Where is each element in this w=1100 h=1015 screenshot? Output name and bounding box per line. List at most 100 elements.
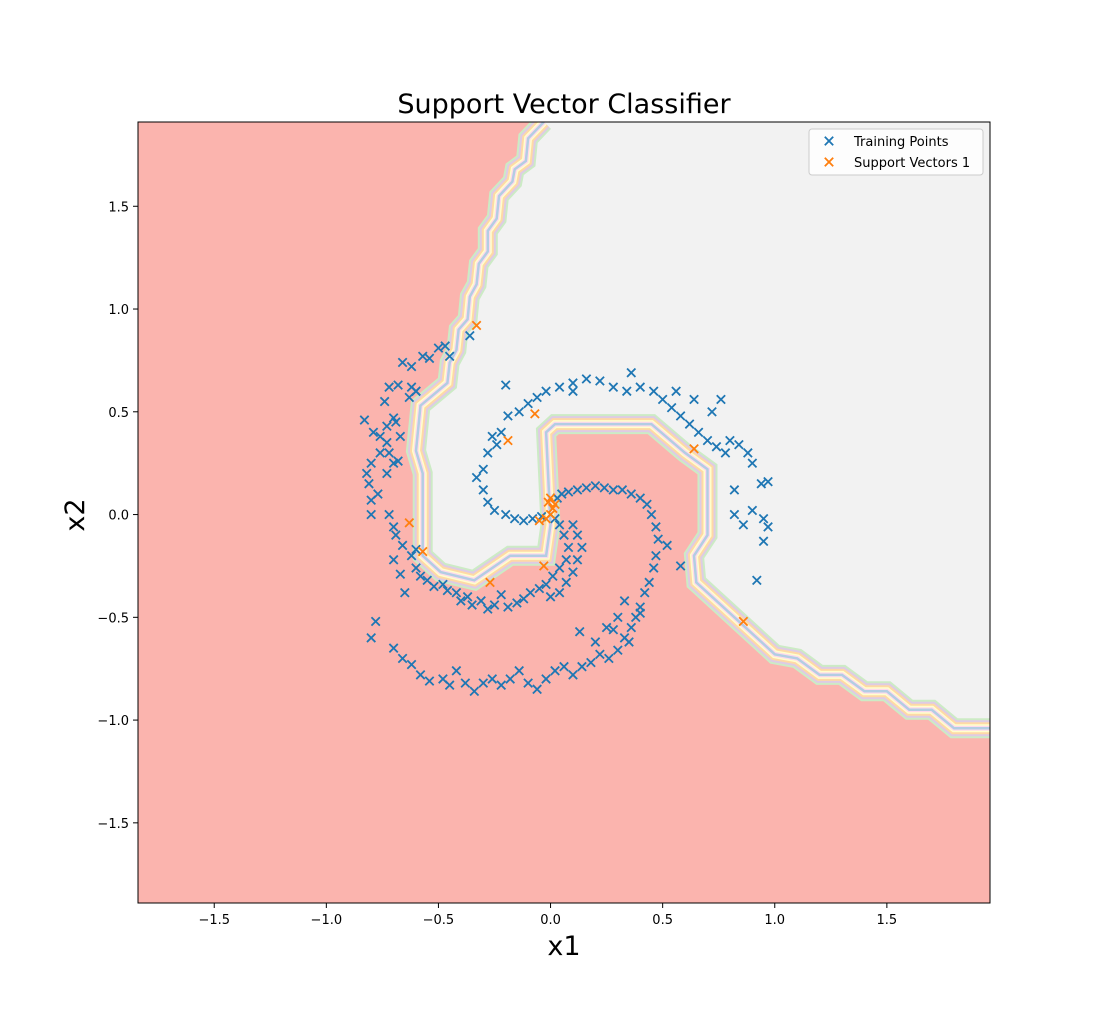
training-point bbox=[619, 596, 630, 606]
training-point bbox=[496, 680, 507, 690]
training-point bbox=[429, 581, 439, 592]
class-1-region bbox=[416, 122, 990, 729]
training-point bbox=[368, 427, 379, 438]
training-point bbox=[384, 382, 394, 392]
training-point bbox=[653, 534, 664, 545]
training-point bbox=[462, 591, 473, 602]
training-point bbox=[456, 596, 466, 606]
training-point bbox=[747, 458, 758, 469]
y-axis-label: x2 bbox=[60, 498, 91, 531]
training-point bbox=[505, 674, 516, 684]
training-point bbox=[406, 550, 417, 561]
training-point bbox=[464, 330, 475, 341]
y-tick-label: −0.5 bbox=[97, 611, 129, 626]
training-point bbox=[382, 421, 392, 432]
training-point bbox=[444, 680, 455, 690]
training-point bbox=[541, 579, 551, 590]
training-point bbox=[489, 600, 500, 610]
training-point bbox=[442, 585, 453, 596]
training-point bbox=[415, 670, 426, 680]
training-point bbox=[514, 406, 524, 417]
training-point bbox=[366, 509, 377, 520]
training-point bbox=[595, 376, 605, 386]
x-tick-label: 1.0 bbox=[764, 913, 785, 928]
training-point bbox=[545, 591, 556, 602]
legend-marker-0 bbox=[824, 136, 834, 146]
training-point bbox=[397, 357, 408, 368]
support-vector-point bbox=[417, 546, 428, 557]
training-point bbox=[608, 624, 619, 635]
training-point bbox=[684, 419, 695, 429]
training-point bbox=[359, 415, 370, 425]
training-point bbox=[489, 505, 500, 516]
training-point bbox=[559, 661, 569, 672]
training-point bbox=[417, 351, 428, 362]
training-point bbox=[577, 542, 587, 553]
training-point bbox=[366, 458, 377, 469]
training-point bbox=[729, 509, 740, 520]
training-point bbox=[581, 374, 592, 384]
training-point bbox=[646, 509, 657, 520]
training-point bbox=[729, 485, 740, 495]
y-axis-ticks: −1.5 −1.0 −0.5 0.0 0.5 1.0 1.5 bbox=[97, 200, 138, 832]
training-point bbox=[444, 351, 455, 362]
training-point bbox=[406, 659, 417, 670]
training-point bbox=[482, 497, 493, 508]
training-point bbox=[393, 380, 403, 390]
training-point bbox=[525, 587, 536, 598]
training-point bbox=[424, 676, 435, 686]
training-point bbox=[366, 633, 377, 643]
support-vector-point bbox=[689, 443, 699, 454]
x-tick-label: 1.5 bbox=[877, 913, 898, 928]
training-point bbox=[440, 341, 451, 351]
support-vector-point bbox=[471, 320, 482, 331]
training-point bbox=[532, 684, 542, 695]
training-point bbox=[487, 431, 498, 442]
training-point bbox=[574, 626, 585, 637]
training-point bbox=[568, 567, 578, 577]
y-tick-label: −1.0 bbox=[97, 714, 129, 729]
training-point bbox=[554, 587, 565, 598]
training-point bbox=[399, 587, 410, 598]
plot-area bbox=[138, 122, 990, 903]
training-point bbox=[559, 530, 569, 540]
training-point bbox=[554, 563, 565, 573]
training-point bbox=[554, 519, 565, 530]
x-tick-label: 0.0 bbox=[540, 913, 561, 928]
training-point bbox=[568, 386, 578, 397]
training-point bbox=[657, 394, 668, 405]
training-point bbox=[595, 649, 605, 660]
training-point bbox=[476, 596, 486, 606]
training-point bbox=[756, 478, 767, 489]
support-vector-point bbox=[485, 577, 495, 588]
training-point bbox=[496, 427, 507, 438]
training-point bbox=[397, 653, 408, 664]
legend-box bbox=[808, 128, 984, 176]
training-point bbox=[590, 637, 601, 647]
training-point bbox=[388, 554, 399, 565]
y-tick-label: 1.0 bbox=[108, 303, 129, 318]
support-vector-point bbox=[404, 517, 415, 528]
training-point bbox=[720, 448, 731, 458]
training-point bbox=[406, 361, 417, 372]
training-point bbox=[644, 577, 655, 588]
training-point bbox=[758, 536, 769, 547]
training-point bbox=[534, 583, 545, 594]
support-vector-point bbox=[550, 499, 560, 510]
legend: Training Points Support Vectors 1 bbox=[808, 128, 984, 176]
training-point bbox=[482, 448, 493, 458]
training-point bbox=[612, 645, 623, 656]
training-point bbox=[758, 513, 769, 524]
support-vector-point bbox=[545, 509, 556, 520]
training-point bbox=[554, 382, 565, 392]
training-point bbox=[563, 487, 574, 497]
training-point bbox=[478, 678, 489, 688]
training-point bbox=[662, 540, 672, 551]
boundary-band-5 bbox=[414, 122, 990, 730]
training-point bbox=[467, 600, 477, 610]
training-point bbox=[604, 653, 614, 664]
training-point bbox=[518, 515, 529, 526]
training-point bbox=[639, 587, 650, 598]
training-point bbox=[675, 561, 686, 571]
training-point bbox=[568, 670, 578, 680]
